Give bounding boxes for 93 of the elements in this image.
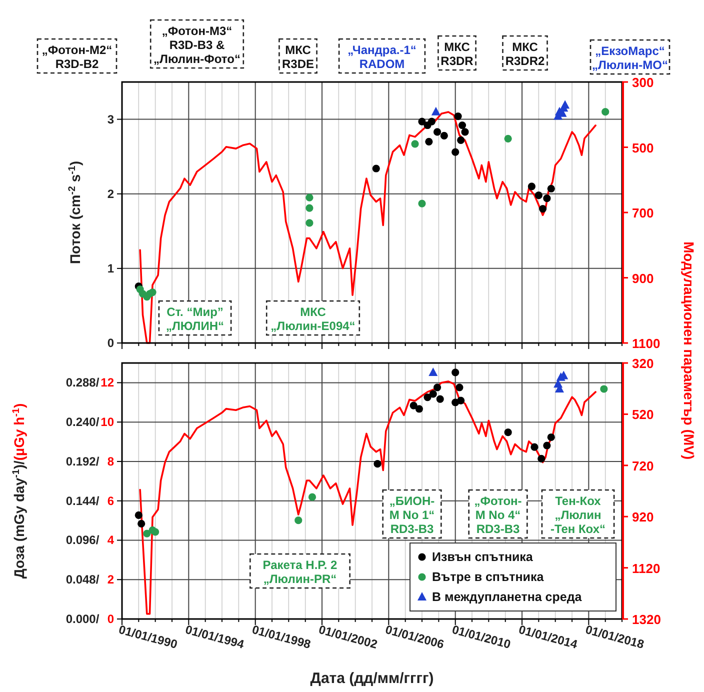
text: „Фотон-M2“ R3D-B2 bbox=[42, 43, 112, 71]
y3-tick-label: 4 bbox=[107, 533, 114, 548]
y2-tick-label: 1320 bbox=[632, 612, 661, 627]
y-tick-label: 0.000/ bbox=[66, 612, 100, 626]
point bbox=[458, 121, 466, 130]
point bbox=[138, 520, 146, 528]
point bbox=[504, 428, 512, 436]
point bbox=[411, 140, 419, 148]
y-tick-label: 0.096/ bbox=[66, 533, 100, 548]
point bbox=[306, 219, 314, 227]
text: МКС R3DR bbox=[440, 40, 474, 68]
point bbox=[306, 194, 314, 202]
y-tick-label: 3 bbox=[107, 112, 114, 126]
y2-tick-label: 1100 bbox=[632, 336, 660, 351]
point bbox=[152, 528, 160, 536]
point bbox=[433, 128, 442, 136]
point bbox=[372, 164, 380, 172]
point bbox=[429, 390, 437, 398]
point bbox=[530, 443, 538, 451]
point bbox=[528, 182, 536, 190]
legend-label: Извън спътника bbox=[432, 550, 534, 564]
point bbox=[418, 200, 426, 208]
point bbox=[538, 454, 546, 463]
y2-tick-label: 300 bbox=[632, 75, 654, 90]
y2-tick-label: 1120 bbox=[632, 560, 660, 576]
point bbox=[308, 493, 316, 501]
point bbox=[457, 136, 465, 144]
y-tick-label: 0.240/ bbox=[66, 415, 100, 430]
point bbox=[547, 184, 555, 192]
point bbox=[456, 384, 464, 392]
point bbox=[543, 194, 551, 202]
y-tick-label: 0.288/ bbox=[66, 376, 100, 390]
text: „Чандра.-1“ RADOM bbox=[348, 43, 416, 71]
point bbox=[538, 204, 547, 213]
point bbox=[452, 148, 460, 156]
point bbox=[547, 433, 555, 442]
point bbox=[415, 405, 424, 413]
annotation: Ракета Н.Р. 2 „Люлин-PR“ bbox=[262, 558, 338, 586]
y2-tick-label: 520 bbox=[632, 407, 654, 422]
point bbox=[534, 192, 542, 200]
point bbox=[428, 367, 438, 376]
y-tick-label: 0.144/ bbox=[66, 494, 100, 508]
y-tick-label: 2 bbox=[107, 186, 114, 201]
point bbox=[294, 516, 302, 524]
y2-tick-label: 920 bbox=[632, 510, 654, 525]
annotation: Ст. “Мир” „ЛЮЛИН“ bbox=[166, 305, 224, 333]
y3-tick-label: 10 bbox=[100, 415, 114, 430]
point bbox=[602, 108, 610, 116]
y-tick-label: 0.048/ bbox=[66, 572, 100, 587]
text: „ЕкзоМарс“ „Люлин-MO“ bbox=[592, 44, 668, 72]
y2-axis-title: Модулационен параметър (MV) bbox=[681, 241, 697, 460]
point bbox=[148, 288, 156, 296]
point bbox=[428, 118, 436, 126]
point bbox=[600, 385, 608, 393]
y-tick-label: 0 bbox=[107, 336, 114, 350]
x-axis-title: Дата (дд/мм/гггг) bbox=[310, 670, 434, 687]
point bbox=[424, 393, 432, 402]
point bbox=[134, 511, 142, 520]
point bbox=[504, 134, 512, 142]
y-tick-label: 0.192/ bbox=[66, 454, 100, 468]
y2-tick-label: 500 bbox=[632, 140, 654, 156]
text: МКС R3DR2 bbox=[505, 40, 545, 68]
y2-tick-label: 700 bbox=[632, 206, 654, 220]
point bbox=[431, 106, 440, 116]
point bbox=[425, 138, 433, 146]
point bbox=[433, 384, 442, 392]
text: МКС R3DE bbox=[282, 43, 314, 71]
y-tick-label: 1 bbox=[107, 261, 114, 276]
annotation: „Фотон- M No 4“ RD3-B3 bbox=[474, 494, 522, 536]
legend-label: В междупланетна среда bbox=[432, 590, 583, 604]
point bbox=[457, 396, 465, 404]
point bbox=[440, 132, 448, 140]
point bbox=[306, 204, 314, 212]
point bbox=[418, 118, 426, 126]
annotation: „БИОН- M No 1“ RD3-B3 bbox=[389, 494, 435, 536]
legend-label: Вътре в спътника bbox=[432, 570, 545, 584]
point bbox=[454, 112, 462, 120]
point bbox=[143, 530, 151, 538]
annotation: МКС „Люлин-Е094“ bbox=[270, 305, 356, 333]
y2-tick-label: 720 bbox=[632, 458, 654, 474]
point bbox=[543, 442, 551, 450]
point bbox=[410, 402, 418, 410]
annotation: Тен-Кох „Люлин -Тен Кох“ bbox=[550, 494, 606, 536]
point bbox=[560, 100, 570, 109]
y2-tick-label: 320 bbox=[632, 356, 654, 371]
point bbox=[374, 460, 382, 468]
y2-tick-label: 900 bbox=[632, 270, 654, 286]
y3-tick-label: 6 bbox=[107, 494, 114, 508]
point bbox=[452, 368, 460, 376]
point bbox=[461, 128, 469, 136]
point bbox=[436, 395, 444, 403]
y3-tick-label: 8 bbox=[107, 454, 114, 468]
y3-tick-label: 12 bbox=[100, 376, 114, 390]
